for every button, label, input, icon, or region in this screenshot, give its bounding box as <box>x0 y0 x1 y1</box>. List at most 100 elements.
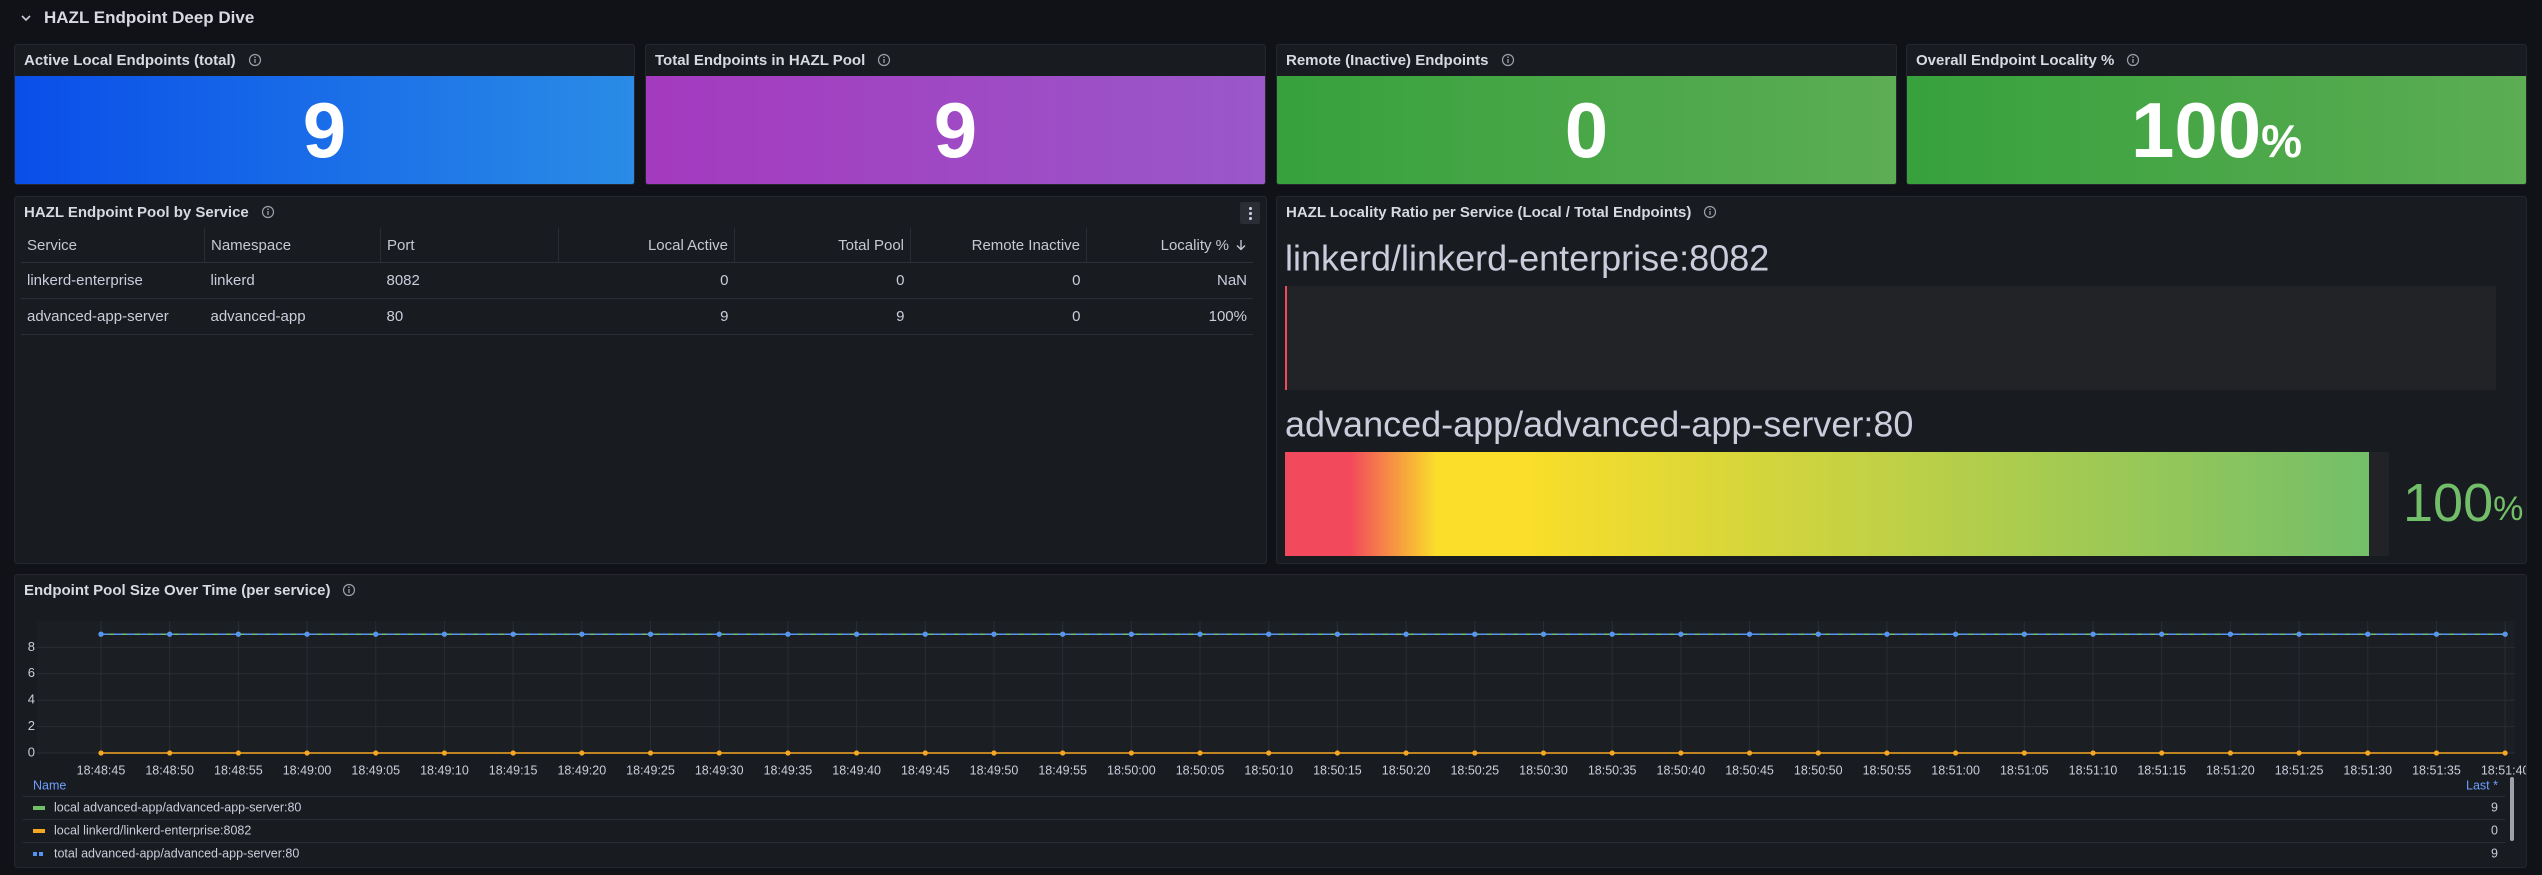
series-point <box>373 631 379 637</box>
bargauge-panel: HAZL Locality Ratio per Service (Local /… <box>1276 196 2527 564</box>
series-point <box>991 750 997 756</box>
table-cell: 0 <box>910 298 1087 335</box>
table-row: advanced-app-server advanced-app 80 9 9 0 100% <box>21 298 1253 335</box>
legend-last-value: 9 <box>2491 800 2498 814</box>
series-point <box>235 750 241 756</box>
series-point <box>2090 631 2096 637</box>
legend-header[interactable]: Last * <box>2466 778 2498 792</box>
series-point <box>510 750 516 756</box>
stat-panel: Total Endpoints in HAZL Pool 9 <box>645 44 1266 185</box>
series-point <box>2296 750 2302 756</box>
table-cell: 0 <box>910 262 1087 299</box>
panel-menu[interactable] <box>1240 202 1260 224</box>
gauge-empty-edge <box>1285 286 1287 390</box>
x-tick-label: 18:50:50 <box>1794 763 1843 777</box>
series-point <box>2021 631 2027 637</box>
series-point <box>1953 631 1959 637</box>
table-cell: 8082 <box>380 262 559 299</box>
series-point <box>441 631 448 637</box>
info-icon <box>248 53 261 67</box>
table-cell: advanced-app-server <box>21 298 205 335</box>
series-point <box>1609 631 1615 637</box>
series-point <box>1334 631 1341 637</box>
column-header[interactable]: Locality % <box>1086 228 1253 263</box>
series-point <box>373 750 379 756</box>
series-point <box>1678 631 1684 637</box>
series-point <box>716 750 722 756</box>
series-point <box>1266 750 1272 756</box>
bargauge: linkerd/linkerd-enterprise:8082 advanced-… <box>1285 238 2523 556</box>
x-tick-label: 18:50:20 <box>1382 763 1431 777</box>
column-header[interactable]: Namespace <box>204 228 381 263</box>
legend-last-value: 9 <box>2491 846 2498 860</box>
info-dot <box>1709 208 1712 210</box>
stat-value: 0 <box>1564 85 1609 174</box>
series-point <box>2502 631 2508 637</box>
table-cell: 80 <box>380 298 559 335</box>
info-dot <box>266 208 269 210</box>
info-icon <box>2127 53 2140 67</box>
gauge-label: advanced-app/advanced-app-server:80 <box>1285 404 1913 445</box>
x-tick-label: 18:51:10 <box>2069 763 2118 777</box>
panel-title: Remote (Inactive) Endpoints <box>1286 52 1515 69</box>
info-circle <box>2127 53 2140 67</box>
info-icon <box>261 205 274 219</box>
series-point <box>1540 750 1547 756</box>
series-point <box>98 750 104 756</box>
series-point <box>853 750 860 756</box>
info-icon <box>878 53 891 67</box>
series-point <box>2090 750 2096 756</box>
info-circle <box>343 583 356 597</box>
column-header[interactable]: Remote Inactive <box>910 228 1087 263</box>
table-row: linkerd-enterprise linkerd 8082 0 0 0 NaN <box>21 262 1253 299</box>
series-point <box>1197 750 1203 756</box>
series-point <box>1128 631 1134 637</box>
series-point <box>1060 631 1066 637</box>
series-point <box>1334 750 1341 756</box>
stat-panel: Overall Endpoint Locality % 100% <box>1906 44 2527 185</box>
info-circle <box>248 53 261 67</box>
x-tick-label: 18:49:45 <box>901 763 950 777</box>
panel-title: Active Local Endpoints (total) <box>24 52 262 69</box>
series-point <box>1403 750 1409 756</box>
series-point <box>579 750 585 756</box>
x-tick-label: 18:49:25 <box>626 763 675 777</box>
column-header[interactable]: Port <box>380 228 559 263</box>
x-tick-label: 18:49:10 <box>420 763 469 777</box>
x-tick-label: 18:49:55 <box>1038 763 1087 777</box>
legend-name[interactable]: total advanced-app/advanced-app-server:8… <box>54 846 299 860</box>
legend-name[interactable]: local linkerd/linkerd-enterprise:8082 <box>54 823 251 837</box>
table-cell: 0 <box>558 262 735 299</box>
legend-name[interactable]: local advanced-app/advanced-app-server:8… <box>54 800 301 814</box>
series-point <box>441 750 448 756</box>
series-point <box>510 631 516 637</box>
column-header[interactable]: Local Active <box>558 228 735 263</box>
series-point <box>2502 750 2508 756</box>
series-point <box>579 631 585 637</box>
menu-dot <box>1249 212 1252 215</box>
row-header[interactable]: HAZL Endpoint Deep Dive <box>18 6 254 30</box>
series-point <box>167 750 173 756</box>
stat-value: 9 <box>302 85 347 174</box>
panel-title: HAZL Endpoint Pool by Service <box>24 204 275 221</box>
stat-unit: % <box>2261 115 2303 167</box>
column-header[interactable]: Total Pool <box>734 228 911 263</box>
series-point <box>1678 750 1684 756</box>
legend-header[interactable]: Name <box>33 778 66 792</box>
series-point <box>2296 631 2302 637</box>
sort-arrow-path <box>1236 239 1246 250</box>
series-point <box>1128 750 1134 756</box>
x-tick-label: 18:49:00 <box>283 763 332 777</box>
legend-scrollbar <box>2510 777 2514 841</box>
y-tick-label: 4 <box>28 692 35 707</box>
y-tick-label: 8 <box>28 639 35 654</box>
timeseries-panel: Endpoint Pool Size Over Time (per servic… <box>14 574 2527 868</box>
x-tick-label: 18:51:40 <box>2481 763 2527 777</box>
x-tick-label: 18:50:15 <box>1313 763 1362 777</box>
legend-last-value: 0 <box>2491 823 2498 837</box>
series-point <box>2365 750 2371 756</box>
info-dot <box>2132 56 2135 58</box>
column-header[interactable]: Service <box>21 228 205 263</box>
collapse-chevron[interactable] <box>18 10 34 26</box>
info-circle <box>1704 205 1717 219</box>
